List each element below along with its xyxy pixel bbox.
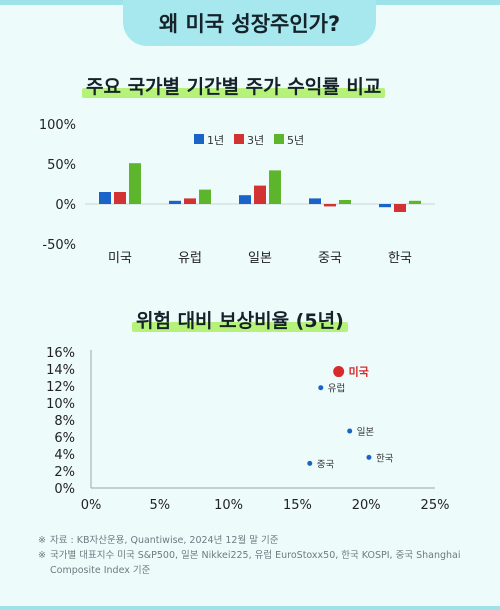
scatter-point-한국: [366, 454, 372, 460]
bar-1년-미국: [99, 192, 111, 204]
x-tick-label: 0%: [81, 498, 102, 513]
x-tick-label: 유럽: [178, 251, 202, 266]
legend-label: 1년: [207, 134, 224, 147]
bar-3년-중국: [324, 204, 336, 207]
scatter-label: 일본: [357, 427, 375, 438]
scatter-point-일본: [347, 428, 353, 434]
bar-5년-미국: [129, 163, 141, 204]
bar-1년-한국: [379, 204, 391, 208]
scatter-point-미국: [333, 366, 345, 378]
scatter-chart-title: 위험 대비 보상비율 (5년): [132, 306, 348, 333]
x-tick-label: 미국: [108, 251, 132, 266]
footnote-source: ※ 자료 : KB자산운용, Quantiwise, 2024년 12월 말 기준: [38, 535, 279, 546]
scatter-point-유럽: [318, 385, 324, 391]
scatter-chart-title-text: 위험 대비 보상비율 (5년): [136, 310, 344, 332]
x-tick-label: 15%: [283, 498, 312, 513]
legend-label: 5년: [287, 134, 304, 147]
bar-chart-title-text: 주요 국가별 기간별 주가 수익률 비교: [86, 76, 382, 98]
y-tick-label: -50%: [42, 238, 76, 253]
y-tick-label: 100%: [39, 118, 76, 133]
x-tick-label: 한국: [388, 251, 412, 266]
scatter-label: 한국: [376, 453, 394, 464]
scatter-point-중국: [307, 460, 313, 466]
bar-1년-유럽: [169, 200, 181, 204]
bar-1년-중국: [309, 198, 321, 204]
bar-chart: 100% 50% 0% -50% 미국 유럽 일본 중국 한국 1년 3년 5년: [39, 118, 435, 266]
x-tick-label: 일본: [248, 251, 272, 266]
scatter-chart: 16% 14% 12% 10% 8% 6% 4% 2% 0% 0% 5% 10% 15% 20% 25% 미국…: [46, 346, 450, 513]
bar-3년-한국: [394, 204, 406, 212]
bar-3년-미국: [114, 192, 126, 204]
y-tick-label: 14%: [46, 363, 75, 378]
x-tick-label: 5%: [149, 498, 170, 513]
footnote-indices: ※ 국가별 대표지수 미국 S&P500, 일본 Nikkei225, 유럽 Eu…: [38, 550, 461, 576]
legend-swatch: [234, 134, 244, 144]
bar-5년-유럽: [199, 189, 211, 204]
bar-3년-유럽: [184, 198, 196, 204]
y-tick-label: 0%: [54, 482, 75, 497]
bar-1년-일본: [239, 195, 251, 204]
y-tick-label: 50%: [47, 158, 76, 173]
y-tick-label: 4%: [54, 448, 75, 463]
scatter-label: 중국: [317, 459, 335, 470]
scatter-label: 미국: [349, 365, 369, 379]
x-tick-label: 10%: [214, 498, 243, 513]
y-tick-label: 16%: [46, 346, 75, 361]
footnotes: ※ 자료 : KB자산운용, Quantiwise, 2024년 12월 말 기준…: [38, 533, 488, 578]
x-tick-label: 25%: [421, 498, 450, 513]
y-tick-label: 0%: [55, 198, 76, 213]
title-highlight: [132, 322, 348, 332]
bar-5년-일본: [269, 170, 281, 204]
bar-5년-중국: [339, 200, 351, 204]
scatter-label: 유럽: [328, 384, 345, 395]
legend-swatch: [274, 134, 284, 144]
y-tick-label: 2%: [54, 465, 75, 480]
y-tick-label: 6%: [54, 431, 75, 446]
bar-5년-한국: [409, 200, 421, 204]
bar-chart-title: 주요 국가별 기간별 주가 수익률 비교: [82, 72, 386, 99]
legend-swatch: [194, 134, 204, 144]
y-tick-label: 8%: [54, 414, 75, 429]
x-tick-label: 중국: [318, 251, 342, 266]
legend-label: 3년: [247, 134, 264, 147]
y-tick-label: 10%: [46, 397, 75, 412]
bar-3년-일본: [254, 185, 266, 204]
y-tick-label: 12%: [46, 380, 75, 395]
title-highlight: [82, 88, 386, 98]
page-title: 왜 미국 성장주인가?: [123, 0, 376, 46]
x-tick-label: 20%: [352, 498, 381, 513]
bottom-band: [0, 606, 500, 610]
